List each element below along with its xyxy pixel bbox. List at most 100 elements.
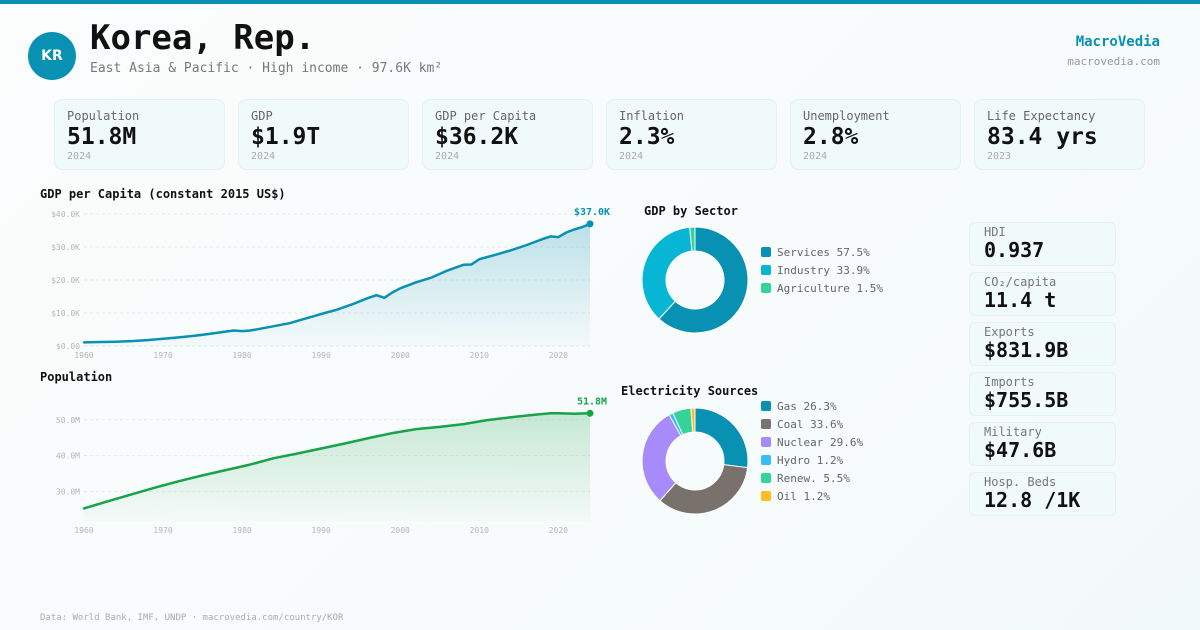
- y-tick-label: 30.0M: [56, 488, 80, 497]
- legend-swatch: [761, 247, 771, 257]
- x-tick-label: 1960: [74, 526, 93, 535]
- stat-label: Hosp. Beds: [984, 475, 1057, 489]
- x-tick-label: 1980: [232, 351, 251, 360]
- kpi-label: Inflation: [619, 109, 685, 123]
- series-line: [82, 222, 592, 344]
- stat-label: Imports: [984, 375, 1035, 389]
- kpi-card-gdp-per-capita: GDP per Capita $36.2K 2024: [422, 99, 593, 170]
- legend-label: Oil 1.2%: [777, 489, 830, 503]
- x-tick-label: 2020: [549, 526, 568, 535]
- avatar-text: KR: [41, 48, 63, 64]
- legend-swatch: [761, 401, 771, 411]
- legend-item-hydro: Hydro 1.2%: [761, 451, 863, 469]
- kpi-year: 2024: [619, 151, 644, 162]
- x-tick-label: 1990: [312, 526, 331, 535]
- electricity-chart-title: Electricity Sources: [621, 384, 759, 398]
- donut-slice-industry: [641, 226, 693, 320]
- area-fill: [84, 223, 590, 346]
- x-tick-label: 1970: [153, 351, 172, 360]
- stat-value: 12.8 /1K: [984, 488, 1081, 512]
- legend-label: Services 57.5%: [777, 245, 870, 259]
- kpi-value: 83.4 yrs: [987, 124, 1098, 150]
- x-tick-label: 1960: [74, 351, 93, 360]
- y-tick-label: $10.0K: [51, 309, 80, 318]
- kpi-label: GDP: [251, 109, 273, 123]
- kpi-year: 2023: [987, 151, 1012, 162]
- legend-swatch: [761, 437, 771, 447]
- y-tick-label: $0.00: [56, 342, 80, 351]
- legend-label: Industry 33.9%: [777, 263, 870, 277]
- electricity-legend: Gas 26.3% Coal 33.6% Nuclear 29.6% Hydro…: [761, 397, 863, 505]
- legend-item-industry: Industry 33.9%: [761, 261, 883, 279]
- legend-item-nuclear: Nuclear 29.6%: [761, 433, 863, 451]
- end-point-marker: [586, 220, 594, 228]
- stat-label: HDI: [984, 225, 1006, 239]
- population-chart-title: Population: [40, 370, 113, 384]
- legend-swatch: [761, 455, 771, 465]
- x-tick-label: 1980: [232, 526, 251, 535]
- kpi-value: 2.8%: [803, 124, 859, 150]
- gdp-chart-title: GDP per Capita (constant 2015 US$): [40, 187, 286, 201]
- x-tick-label: 1970: [153, 526, 172, 535]
- kpi-card-life-expectancy: Life Expectancy 83.4 yrs 2023: [974, 99, 1145, 170]
- top-accent-bar: [0, 0, 1200, 4]
- donut-slice-coal: [659, 464, 749, 515]
- country-avatar: KR: [28, 32, 76, 80]
- kpi-row: Population 51.8M 2024 GDP $1.9T 2024 GDP…: [54, 99, 1145, 170]
- legend-label: Renew. 5.5%: [777, 471, 850, 485]
- brand-url[interactable]: macrovedia.com: [1067, 55, 1160, 68]
- kpi-label: Unemployment: [803, 109, 890, 123]
- legend-swatch: [761, 283, 771, 293]
- y-tick-label: $30.0K: [51, 243, 80, 252]
- stat-value: 0.937: [984, 238, 1045, 262]
- end-value-label: 51.8M: [577, 396, 607, 407]
- series-line: [82, 412, 592, 510]
- kpi-card-gdp: GDP $1.9T 2024: [238, 99, 409, 170]
- kpi-year: 2024: [803, 151, 828, 162]
- legend-label: Nuclear 29.6%: [777, 435, 864, 449]
- footer-source: Data: World Bank, IMF, UNDP · macrovedia…: [40, 613, 344, 623]
- stat-value: $755.5B: [984, 388, 1069, 412]
- stat-label: Exports: [984, 325, 1035, 339]
- donut-slice-gas: [694, 407, 749, 469]
- y-tick-label: $40.0K: [51, 210, 80, 219]
- stat-card-exports: Exports $831.9B: [969, 322, 1116, 366]
- stat-card-hospital-beds: Hosp. Beds 12.8 /1K: [969, 472, 1116, 516]
- side-stats: HDI 0.937 CO₂/capita 11.4 t Exports $831.9B…: [969, 222, 1116, 516]
- x-tick-label: 2020: [549, 351, 568, 360]
- legend-item-oil: Oil 1.2%: [761, 487, 863, 505]
- stat-value: $831.9B: [984, 338, 1069, 362]
- x-tick-label: 1990: [312, 351, 331, 360]
- legend-item-services: Services 57.5%: [761, 243, 883, 261]
- legend-swatch: [761, 473, 771, 483]
- page-subtitle: East Asia & Pacific · High income · 97.6…: [90, 61, 443, 76]
- y-tick-label: 50.0M: [56, 416, 80, 425]
- kpi-card-unemployment: Unemployment 2.8% 2024: [790, 99, 961, 170]
- legend-item-agriculture: Agriculture 1.5%: [761, 279, 883, 297]
- stat-label: CO₂/capita: [984, 275, 1057, 289]
- stat-card-co2: CO₂/capita 11.4 t: [969, 272, 1116, 316]
- x-tick-label: 2000: [391, 351, 410, 360]
- legend-swatch: [761, 491, 771, 501]
- donut-slice-oil: [690, 407, 696, 433]
- stat-value: $47.6B: [984, 438, 1057, 462]
- kpi-year: 2024: [435, 151, 460, 162]
- kpi-value: 2.3%: [619, 124, 675, 150]
- brand-name[interactable]: MacroVedia: [1075, 34, 1160, 50]
- y-tick-label: 40.0M: [56, 452, 80, 461]
- legend-label: Coal 33.6%: [777, 417, 844, 431]
- sector-chart-title: GDP by Sector: [644, 204, 738, 218]
- area-fill: [84, 413, 590, 521]
- legend-swatch: [761, 419, 771, 429]
- donut-slice-agriculture: [689, 226, 696, 252]
- legend-item-renewables: Renew. 5.5%: [761, 469, 863, 487]
- stat-card-military: Military $47.6B: [969, 422, 1116, 466]
- page-title: Korea, Rep.: [90, 18, 316, 58]
- kpi-value: $36.2K: [435, 124, 519, 150]
- end-value-label: $37.0K: [574, 207, 610, 218]
- x-tick-label: 2000: [391, 526, 410, 535]
- kpi-value: $1.9T: [251, 124, 321, 150]
- kpi-year: 2024: [251, 151, 276, 162]
